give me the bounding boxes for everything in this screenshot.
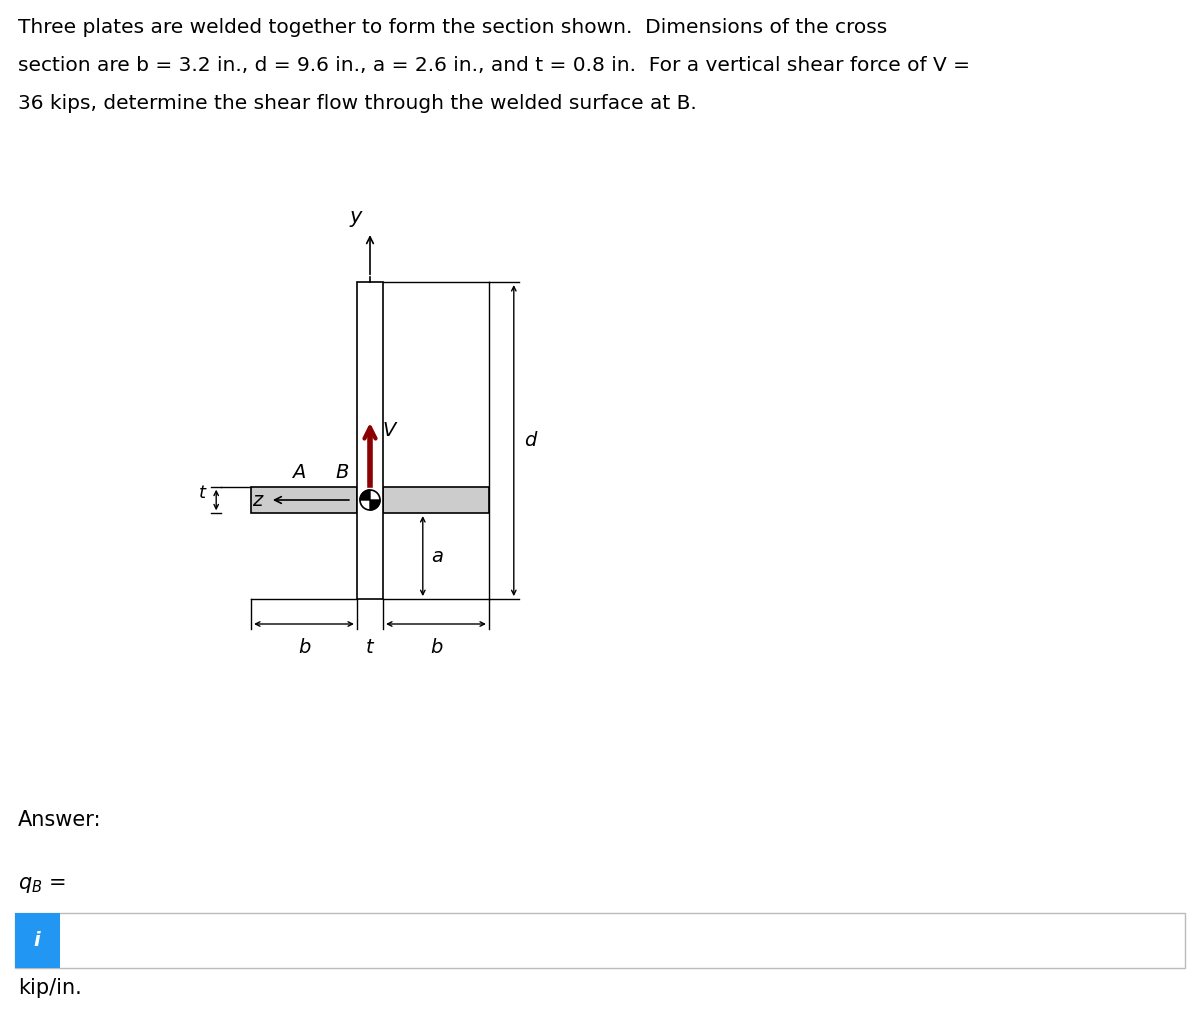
Text: $q_B$ =: $q_B$ = [18, 875, 66, 895]
Bar [14, 913, 1186, 968]
Text: a: a [431, 547, 443, 565]
Text: z: z [252, 490, 262, 510]
Text: y: y [349, 208, 362, 227]
Text: b: b [430, 638, 442, 657]
Text: t: t [366, 638, 374, 657]
Text: b: b [298, 638, 310, 657]
Text: i: i [34, 931, 41, 950]
Bar [356, 283, 383, 599]
Text: B: B [336, 463, 349, 482]
Text: d: d [523, 432, 536, 450]
Text: Three plates are welded together to form the section shown.  Dimensions of the c: Three plates are welded together to form… [18, 18, 887, 37]
Text: Answer:: Answer: [18, 810, 102, 830]
Bar [383, 487, 488, 514]
Text: t: t [199, 484, 206, 501]
Bar [14, 913, 60, 968]
Wedge shape [360, 490, 370, 500]
Bar [251, 487, 356, 514]
Text: 36 kips, determine the shear flow through the welded surface at B.: 36 kips, determine the shear flow throug… [18, 94, 697, 113]
Text: V: V [382, 420, 395, 440]
Text: A: A [292, 463, 306, 482]
Wedge shape [370, 500, 380, 510]
Text: section are b = 3.2 in., d = 9.6 in., a = 2.6 in., and t = 0.8 in.  For a vertic: section are b = 3.2 in., d = 9.6 in., a … [18, 56, 970, 75]
Circle shape [360, 490, 380, 510]
Text: kip/in.: kip/in. [18, 978, 82, 998]
